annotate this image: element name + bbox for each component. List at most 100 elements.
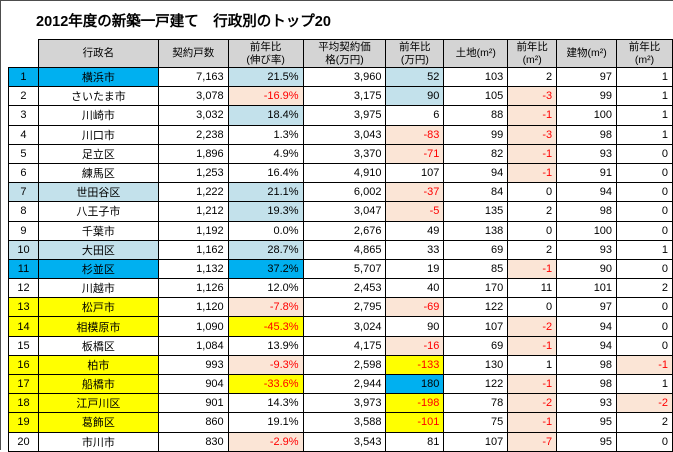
cell-rank: 12 — [8, 278, 39, 299]
cell-price_yoy: -5 — [385, 201, 445, 222]
cell-bldg: 98 — [556, 354, 618, 376]
cell-growth: 18.4% — [227, 105, 304, 126]
cell-growth: -2.9% — [227, 431, 304, 452]
cell-land: 69 — [443, 239, 509, 260]
cell-rank: 2 — [8, 86, 39, 107]
cell-rank: 9 — [8, 220, 39, 241]
cell-rank: 18 — [8, 393, 39, 414]
cell-bldg_yoy: 0 — [616, 182, 673, 203]
cell-price: 4,175 — [302, 335, 387, 356]
cell-bldg: 98 — [556, 201, 618, 222]
cell-land_yoy: -2 — [507, 316, 558, 337]
cell-units: 901 — [157, 393, 229, 414]
cell-growth: 0.0% — [227, 220, 304, 241]
cell-growth: -45.3% — [227, 316, 304, 337]
table-row: 7 世田谷区 1,222 21.1% 6,002 -37 84 0 94 0 — [8, 182, 673, 203]
cell-name: 川口市 — [37, 124, 159, 145]
cell-rank: 16 — [8, 354, 39, 376]
cell-land_yoy: -1 — [507, 143, 558, 164]
table-row: 8 八王子市 1,212 19.3% 3,047 -5 135 2 98 0 — [8, 201, 673, 222]
cell-bldg_yoy: 0 — [616, 258, 673, 280]
cell-land_yoy: -3 — [507, 86, 558, 107]
cell-bldg: 94 — [556, 182, 618, 203]
column-header-land: 土地(m²) — [443, 39, 509, 68]
column-header-growth: 前年比 (伸び率) — [227, 39, 304, 68]
cell-rank: 13 — [8, 297, 39, 318]
cell-growth: 12.0% — [227, 278, 304, 299]
cell-price: 3,960 — [302, 66, 387, 88]
cell-growth: -9.3% — [227, 354, 304, 376]
table-row: 20 市川市 830 -2.9% 3,543 81 107 -7 95 0 — [8, 431, 673, 452]
cell-price_yoy: -37 — [385, 182, 445, 203]
cell-units: 1,126 — [157, 278, 229, 299]
cell-units: 1,896 — [157, 143, 229, 164]
cell-bldg_yoy: 0 — [616, 220, 673, 241]
cell-land: 69 — [443, 335, 509, 356]
cell-name: さいたま市 — [37, 86, 159, 107]
corner-cell — [8, 39, 39, 68]
cell-price: 3,047 — [302, 201, 387, 222]
table-row: 17 船橋市 904 -33.6% 2,944 180 122 -1 98 1 — [8, 373, 673, 395]
cell-growth: 28.7% — [227, 239, 304, 260]
cell-bldg_yoy: 1 — [616, 66, 673, 88]
cell-price: 3,975 — [302, 105, 387, 126]
cell-land: 78 — [443, 393, 509, 414]
cell-units: 1,084 — [157, 335, 229, 356]
table-row: 15 板橋区 1,084 13.9% 4,175 -16 69 -1 94 0 — [8, 335, 673, 356]
cell-price: 3,043 — [302, 124, 387, 145]
table-row: 11 杉並区 1,132 37.2% 5,707 19 85 -1 90 0 — [8, 258, 673, 280]
cell-land_yoy: -1 — [507, 258, 558, 280]
cell-name: 市川市 — [37, 431, 159, 452]
cell-bldg: 97 — [556, 297, 618, 318]
cell-price_yoy: 107 — [385, 162, 445, 184]
cell-name: 川崎市 — [37, 105, 159, 126]
cell-price: 5,707 — [302, 258, 387, 280]
column-header-name: 行政名 — [37, 39, 159, 68]
cell-bldg: 94 — [556, 316, 618, 337]
cell-name: 江戸川区 — [37, 393, 159, 414]
cell-rank: 3 — [8, 105, 39, 126]
cell-units: 1,192 — [157, 220, 229, 241]
cell-land: 99 — [443, 124, 509, 145]
table-row: 10 大田区 1,162 28.7% 4,865 33 69 2 93 1 — [8, 239, 673, 260]
cell-growth: 13.9% — [227, 335, 304, 356]
cell-price: 2,795 — [302, 297, 387, 318]
cell-rank: 11 — [8, 258, 39, 280]
cell-land_yoy: 0 — [507, 297, 558, 318]
cell-land: 130 — [443, 354, 509, 376]
cell-name: 世田谷区 — [37, 182, 159, 203]
cell-bldg: 91 — [556, 162, 618, 184]
cell-bldg: 100 — [556, 105, 618, 126]
cell-rank: 10 — [8, 239, 39, 260]
cell-units: 1,162 — [157, 239, 229, 260]
cell-units: 1,120 — [157, 297, 229, 318]
cell-price_yoy: 90 — [385, 86, 445, 107]
cell-rank: 17 — [8, 373, 39, 395]
cell-price: 3,024 — [302, 316, 387, 337]
cell-bldg: 98 — [556, 124, 618, 145]
cell-price_yoy: 49 — [385, 220, 445, 241]
cell-bldg_yoy: -2 — [616, 393, 673, 414]
cell-bldg_yoy: 0 — [616, 316, 673, 337]
cell-price: 3,543 — [302, 431, 387, 452]
cell-name: 八王子市 — [37, 201, 159, 222]
cell-bldg_yoy: 1 — [616, 124, 673, 145]
table-row: 4 川口市 2,238 1.3% 3,043 -83 99 -3 98 1 — [8, 124, 673, 145]
cell-price_yoy: 33 — [385, 239, 445, 260]
cell-bldg: 93 — [556, 239, 618, 260]
column-header-bldg_yoy: 前年比 (m²) — [616, 39, 673, 68]
column-header-price: 平均契約価 格(万円) — [302, 39, 387, 68]
cell-land_yoy: -1 — [507, 105, 558, 126]
cell-price: 6,002 — [302, 182, 387, 203]
cell-bldg_yoy: 1 — [616, 239, 673, 260]
cell-bldg: 98 — [556, 373, 618, 395]
cell-price_yoy: 81 — [385, 431, 445, 452]
cell-bldg_yoy: 0 — [616, 162, 673, 184]
cell-rank: 20 — [8, 431, 39, 452]
column-header-units: 契約戸数 — [157, 39, 229, 68]
cell-bldg_yoy: 0 — [616, 297, 673, 318]
table-row: 6 練馬区 1,253 16.4% 4,910 107 94 -1 91 0 — [8, 162, 673, 184]
cell-bldg: 90 — [556, 258, 618, 280]
cell-price_yoy: 19 — [385, 258, 445, 280]
cell-price: 3,973 — [302, 393, 387, 414]
